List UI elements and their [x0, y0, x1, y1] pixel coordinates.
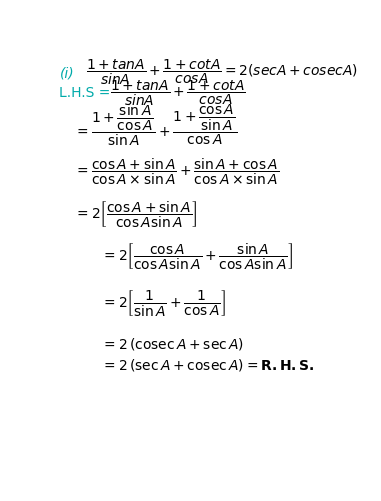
- Text: $\dfrac{1+tanA}{sinA} + \dfrac{1+cotA}{cosA}$: $\dfrac{1+tanA}{sinA} + \dfrac{1+cotA}{c…: [110, 78, 245, 108]
- Text: $= 2\,(\mathrm{cosec}\, A + \sec A)$: $= 2\,(\mathrm{cosec}\, A + \sec A)$: [101, 336, 244, 352]
- Text: L.H.S =: L.H.S =: [59, 86, 111, 100]
- Text: $= \dfrac{\cos A + \sin A}{\cos A \times \sin A} + \dfrac{\sin A + \cos A}{\cos : $= \dfrac{\cos A + \sin A}{\cos A \times…: [74, 157, 280, 187]
- Text: $= 2\left[\dfrac{\cos A}{\cos A \sin A} + \dfrac{\sin A}{\cos A \sin A}\right]$: $= 2\left[\dfrac{\cos A}{\cos A \sin A} …: [101, 241, 293, 272]
- Text: $= 2\,(\sec A + \mathrm{cosec}\, A) = \mathbf{R.H.S.}$: $= 2\,(\sec A + \mathrm{cosec}\, A) = \m…: [101, 357, 314, 373]
- Text: $= \dfrac{1+\dfrac{\sin A}{\cos A}}{\sin A} + \dfrac{1+\dfrac{\cos A}{\sin A}}{\: $= \dfrac{1+\dfrac{\sin A}{\cos A}}{\sin…: [74, 103, 237, 148]
- Text: $= 2\left[\dfrac{\cos A + \sin A}{\cos A \sin A}\right]$: $= 2\left[\dfrac{\cos A + \sin A}{\cos A…: [74, 199, 198, 229]
- Text: $\dfrac{1+tanA}{sinA} + \dfrac{1+cotA}{cosA} = 2(secA + cosecA)$: $\dfrac{1+tanA}{sinA} + \dfrac{1+cotA}{c…: [86, 58, 358, 87]
- Text: (i): (i): [59, 67, 74, 81]
- Text: $= 2\left[\dfrac{1}{\sin A} + \dfrac{1}{\cos A}\right]$: $= 2\left[\dfrac{1}{\sin A} + \dfrac{1}{…: [101, 288, 226, 318]
